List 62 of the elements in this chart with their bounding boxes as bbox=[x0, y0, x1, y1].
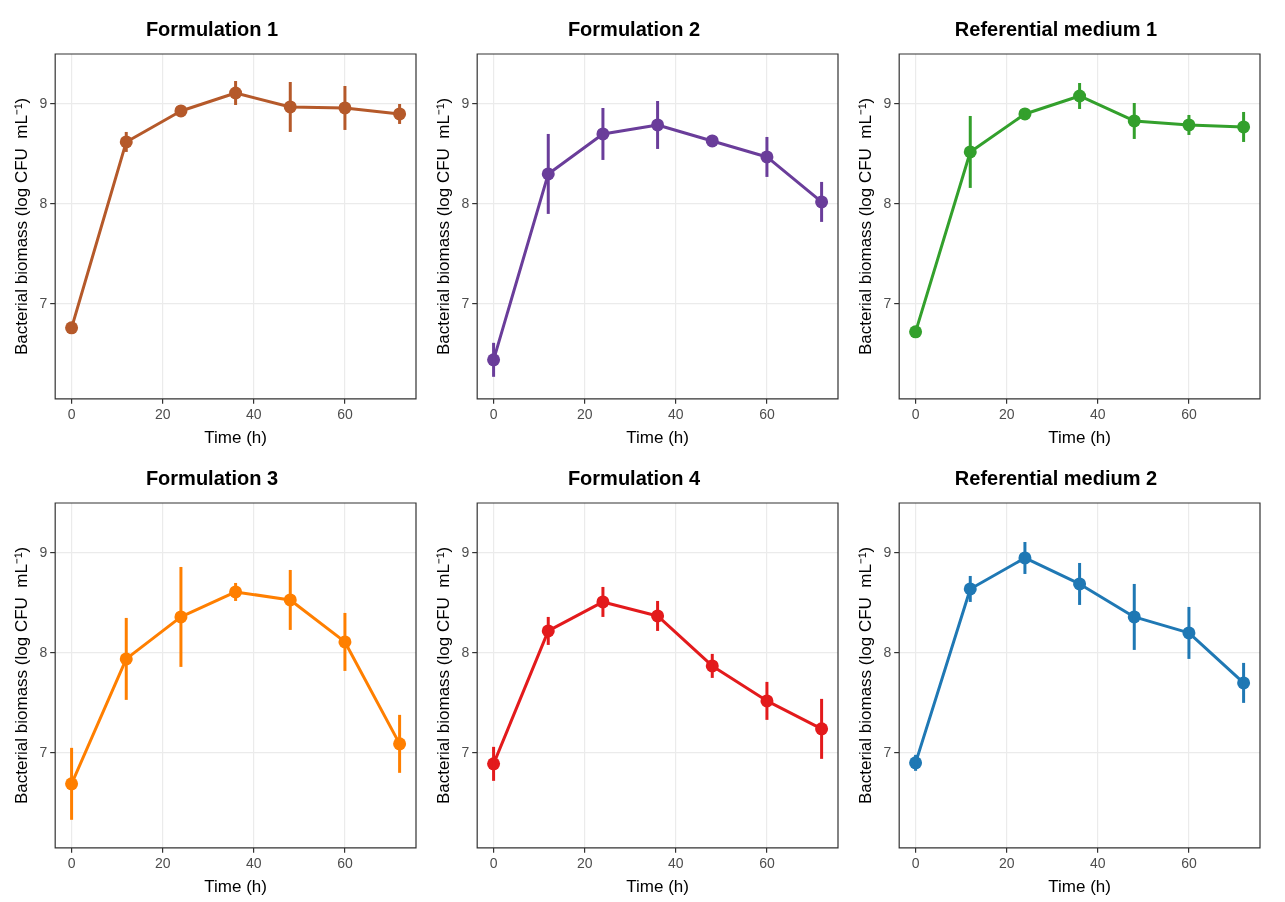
y-tick-label: 8 bbox=[883, 643, 892, 660]
y-tick-label: 9 bbox=[883, 543, 892, 560]
x-axis-title: Time (h) bbox=[626, 428, 689, 448]
chart-title: Formulation 4 bbox=[567, 466, 701, 489]
y-tick-label: 7 bbox=[39, 743, 48, 760]
chart-title: Formulation 3 bbox=[145, 466, 279, 489]
x-tick-label: 60 bbox=[337, 406, 353, 423]
chart-title: Referential medium 1 bbox=[954, 17, 1158, 40]
y-axis-title: Bacterial biomass (log CFU mL⁻¹) bbox=[855, 97, 875, 356]
x-tick-label: 20 bbox=[576, 855, 593, 872]
x-tick-label: 20 bbox=[998, 406, 1015, 423]
y-tick-label: 8 bbox=[39, 643, 48, 660]
point bbox=[909, 325, 923, 339]
chart-title: Formulation 1 bbox=[145, 17, 279, 40]
y-tick-label: 7 bbox=[39, 294, 48, 311]
x-tick-label: 40 bbox=[668, 406, 684, 423]
chart-title: Formulation 2 bbox=[567, 17, 701, 40]
y-axis-title: Bacterial biomass (log CFU mL⁻¹) bbox=[433, 97, 453, 356]
point bbox=[65, 321, 79, 335]
x-tick-label: 0 bbox=[911, 406, 920, 423]
y-tick-label: 7 bbox=[883, 743, 892, 760]
y-tick-label: 9 bbox=[39, 543, 48, 560]
y-tick-label: 8 bbox=[461, 643, 470, 660]
x-tick-label: 40 bbox=[1090, 406, 1106, 423]
x-tick-label: 20 bbox=[154, 406, 171, 423]
chart-title: Referential medium 2 bbox=[954, 466, 1158, 489]
x-tick-label: 0 bbox=[489, 855, 498, 872]
x-tick-label: 60 bbox=[759, 855, 775, 872]
y-tick-label: 7 bbox=[883, 294, 892, 311]
x-tick-label: 20 bbox=[576, 406, 593, 423]
x-tick-label: 0 bbox=[67, 406, 76, 423]
y-tick-label: 9 bbox=[461, 94, 470, 111]
x-tick-label: 40 bbox=[1090, 855, 1106, 872]
x-tick-label: 40 bbox=[246, 855, 262, 872]
x-tick-label: 60 bbox=[1181, 406, 1197, 423]
x-tick-label: 40 bbox=[246, 406, 262, 423]
y-tick-label: 9 bbox=[883, 94, 892, 111]
x-tick-label: 60 bbox=[759, 406, 775, 423]
x-tick-label: 60 bbox=[1181, 855, 1197, 872]
x-axis-title: Time (h) bbox=[204, 428, 267, 448]
y-tick-label: 9 bbox=[39, 94, 48, 111]
y-tick-label: 8 bbox=[39, 194, 48, 211]
y-tick-label: 7 bbox=[461, 743, 470, 760]
x-axis-title: Time (h) bbox=[1048, 428, 1111, 448]
x-axis-title: Time (h) bbox=[204, 877, 267, 897]
x-tick-label: 0 bbox=[489, 406, 498, 423]
x-tick-label: 60 bbox=[337, 855, 353, 872]
x-axis-title: Time (h) bbox=[1048, 877, 1111, 897]
y-tick-label: 9 bbox=[461, 543, 470, 560]
x-tick-label: 0 bbox=[911, 855, 920, 872]
y-axis-title: Bacterial biomass (log CFU mL⁻¹) bbox=[433, 546, 453, 805]
x-axis-title: Time (h) bbox=[626, 877, 689, 897]
y-tick-label: 7 bbox=[461, 294, 470, 311]
x-tick-label: 20 bbox=[998, 855, 1015, 872]
x-tick-label: 40 bbox=[668, 855, 684, 872]
y-axis-title: Bacterial biomass (log CFU mL⁻¹) bbox=[11, 546, 31, 805]
x-tick-label: 20 bbox=[154, 855, 171, 872]
y-tick-label: 8 bbox=[461, 194, 470, 211]
y-tick-label: 8 bbox=[883, 194, 892, 211]
y-axis-title: Bacterial biomass (log CFU mL⁻¹) bbox=[855, 546, 875, 805]
y-axis-title: Bacterial biomass (log CFU mL⁻¹) bbox=[11, 97, 31, 356]
x-tick-label: 0 bbox=[67, 855, 76, 872]
